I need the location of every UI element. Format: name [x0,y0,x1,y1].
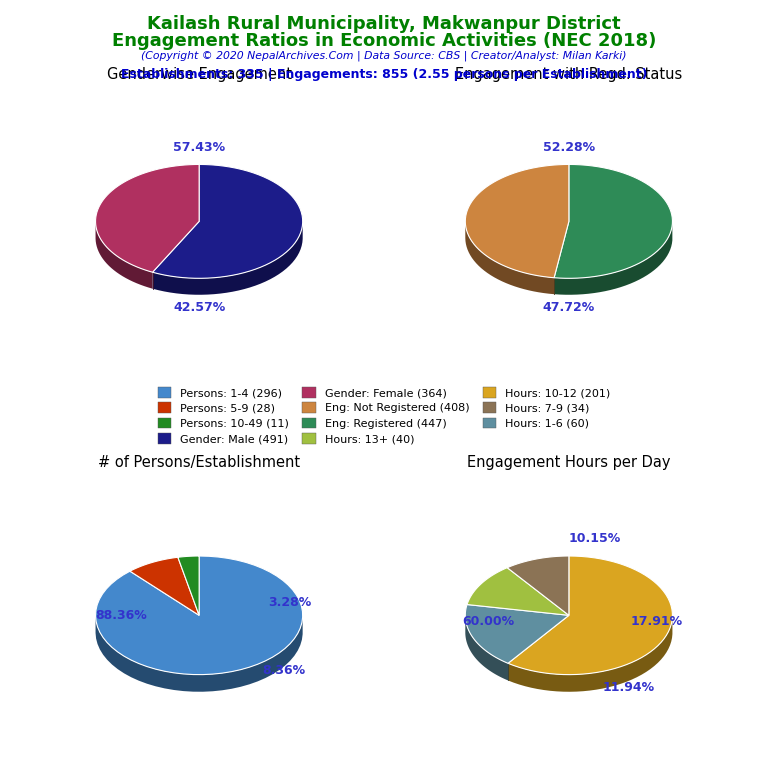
Title: Genderwise Engagement: Genderwise Engagement [107,67,292,82]
Text: 10.15%: 10.15% [568,532,621,545]
Polygon shape [465,222,554,294]
Polygon shape [153,164,303,278]
Polygon shape [507,556,569,615]
Text: 11.94%: 11.94% [603,681,655,694]
Text: 60.00%: 60.00% [462,615,514,628]
Polygon shape [467,568,569,615]
Text: 17.91%: 17.91% [631,615,683,628]
Polygon shape [153,223,303,295]
Polygon shape [465,164,569,278]
Polygon shape [95,222,153,289]
Text: 57.43%: 57.43% [173,141,225,154]
Text: 47.72%: 47.72% [543,301,595,314]
Text: 52.28%: 52.28% [543,141,595,154]
Polygon shape [178,556,199,615]
Polygon shape [95,616,303,692]
Text: 42.57%: 42.57% [173,301,225,314]
Polygon shape [554,164,673,278]
Title: Engagement with Regd. Status: Engagement with Regd. Status [455,67,683,82]
Polygon shape [95,556,303,674]
Polygon shape [95,164,199,272]
Title: Engagement Hours per Day: Engagement Hours per Day [467,455,670,470]
Text: 88.36%: 88.36% [95,609,147,622]
Text: Engagement Ratios in Economic Activities (NEC 2018): Engagement Ratios in Economic Activities… [112,32,656,50]
Polygon shape [554,223,672,295]
Text: Establishments: 335 | Engagements: 855 (2.55 persons per Establishment): Establishments: 335 | Engagements: 855 (… [121,68,647,81]
Polygon shape [130,558,199,615]
Polygon shape [508,617,673,692]
Title: # of Persons/Establishment: # of Persons/Establishment [98,455,300,470]
Polygon shape [465,616,508,680]
Text: 8.36%: 8.36% [263,664,306,677]
Text: 3.28%: 3.28% [269,596,312,608]
Text: Kailash Rural Municipality, Makwanpur District: Kailash Rural Municipality, Makwanpur Di… [147,15,621,33]
Polygon shape [465,604,569,664]
Polygon shape [508,556,673,674]
Legend: Persons: 1-4 (296), Persons: 5-9 (28), Persons: 10-49 (11), Gender: Male (491), : Persons: 1-4 (296), Persons: 5-9 (28), P… [157,386,611,445]
Text: (Copyright © 2020 NepalArchives.Com | Data Source: CBS | Creator/Analyst: Milan : (Copyright © 2020 NepalArchives.Com | Da… [141,51,627,61]
